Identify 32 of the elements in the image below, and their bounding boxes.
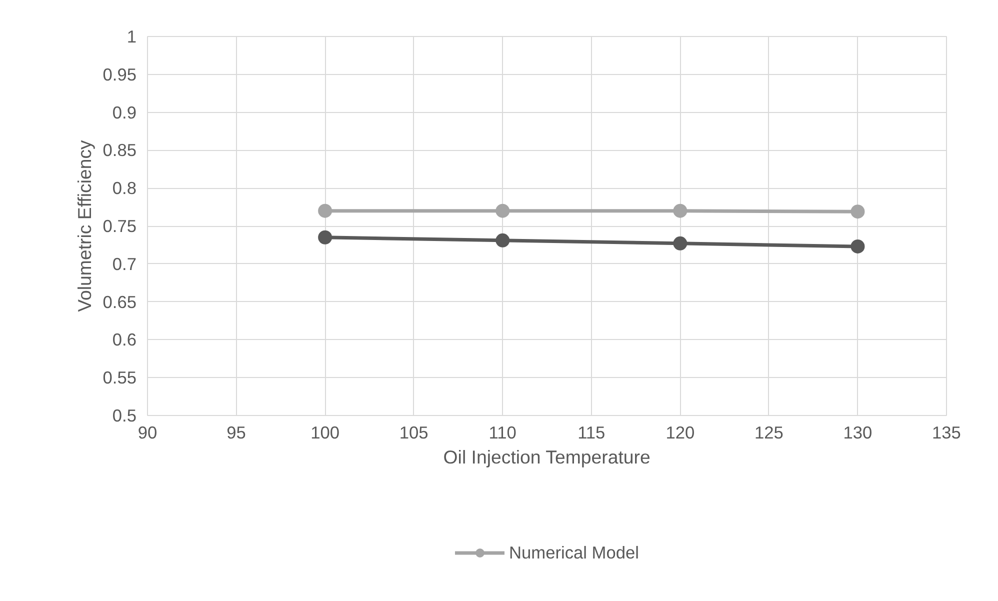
y-tick-label: 0.75 [102,216,137,236]
y-tick-label: 0.6 [112,330,137,350]
point [850,204,865,219]
x-tick-label: 135 [932,422,961,442]
x-tick-label: 90 [138,422,158,442]
x-tick-label: 100 [310,422,340,442]
x-tick-label: 110 [488,422,516,442]
point [673,204,688,218]
x-axis-title: Oil Injection Temperature [443,446,650,468]
y-tick-label: 0.55 [102,368,137,388]
point [673,236,688,250]
y-tick-label: 0.8 [112,178,137,198]
y-tick-label: 0.95 [102,64,137,84]
x-tick-label: 95 [226,422,246,442]
y-tick-label: 0.85 [102,140,137,160]
point [318,204,332,218]
point [496,233,510,248]
legend-label: Numerical Model [508,542,640,563]
y-tick-label: 0.9 [112,102,137,122]
point [496,204,510,218]
y-tick-label: 1 [126,26,137,46]
x-tick-label: 125 [754,422,784,442]
y-tick-label: 0.7 [112,254,137,274]
x-tick-label: 115 [578,422,606,442]
point [318,230,332,244]
point [850,239,865,254]
x-tick-label: 120 [666,422,695,442]
x-tick-label: 130 [843,422,872,442]
y-axis-title: Volumetric Efficiency [74,139,95,312]
y-tick-label: 0.5 [112,406,137,426]
y-tick-label: 0.65 [102,292,137,312]
x-tick-label: 105 [399,422,428,442]
